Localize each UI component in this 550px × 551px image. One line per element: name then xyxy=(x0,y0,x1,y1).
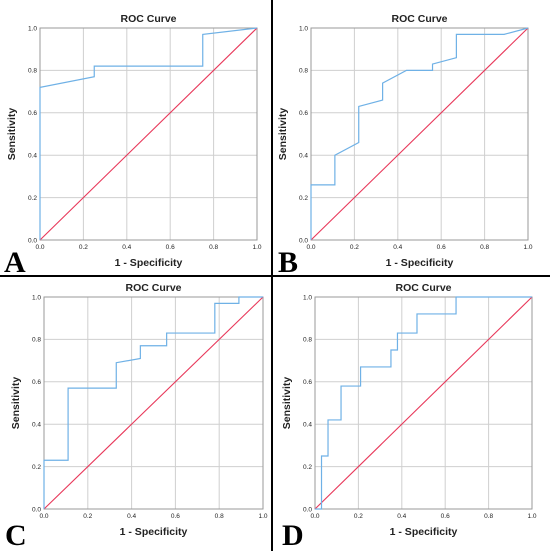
roc-curve-line xyxy=(39,27,258,240)
chart-title: ROC Curve xyxy=(120,13,176,25)
roc-curve-line xyxy=(310,27,529,240)
x-tick-label: 1.0 xyxy=(258,513,267,520)
y-axis-label: Sensitivity xyxy=(6,108,18,161)
chart-title: ROC Curve xyxy=(391,13,447,25)
plot-frame xyxy=(314,296,533,510)
y-tick-label: 0.6 xyxy=(32,379,41,386)
reference-line xyxy=(43,296,264,510)
roc-curve-line xyxy=(315,296,532,510)
y-tick-label: 0.4 xyxy=(299,153,308,160)
plot-frame xyxy=(43,296,264,510)
x-tick-label: 0.6 xyxy=(171,513,180,520)
x-axis-label: 1 - Specificity xyxy=(120,526,188,538)
x-tick-label: 0.0 xyxy=(310,513,319,520)
y-tick-label: 0.0 xyxy=(303,506,312,513)
y-tick-label: 0.2 xyxy=(299,195,308,202)
x-tick-label: 0.4 xyxy=(122,244,131,251)
x-tick-label: 0.2 xyxy=(350,244,359,251)
x-tick-label: 1.0 xyxy=(252,244,261,251)
y-tick-label: 0.4 xyxy=(303,422,312,429)
chart-title: ROC Curve xyxy=(125,282,181,294)
panel-letter: B xyxy=(278,246,298,279)
roc-panel-a: 0.0 0.2 0.4 0.6 0.8 1.0 0.0 0.2 0.4 0.6 0.8 1.0 ROC … xyxy=(4,13,262,279)
panel-letter: D xyxy=(282,519,304,551)
panel-letter: A xyxy=(4,246,26,279)
y-tick-label: 0.2 xyxy=(32,464,41,471)
y-tick-label: 0.0 xyxy=(32,506,41,513)
x-tick-label: 0.8 xyxy=(484,513,493,520)
panel-letter: C xyxy=(5,519,27,551)
y-tick-label: 0.6 xyxy=(303,379,312,386)
y-tick-label: 1.0 xyxy=(28,25,37,32)
roc-panel-b: 0.0 0.2 0.4 0.6 0.8 1.0 0.0 0.2 0.4 0.6 0.8 1.0 ROC … xyxy=(277,13,533,279)
x-tick-label: 1.0 xyxy=(527,513,536,520)
y-axis-label: Sensitivity xyxy=(10,377,22,430)
roc-curve-line xyxy=(43,296,263,509)
x-tick-label: 0.0 xyxy=(39,513,48,520)
x-tick-label: 0.2 xyxy=(354,513,363,520)
reference-line xyxy=(314,296,533,510)
y-tick-label: 0.0 xyxy=(28,237,37,244)
reference-line xyxy=(39,27,258,241)
y-tick-label: 1.0 xyxy=(32,294,41,301)
x-tick-label: 0.0 xyxy=(35,244,44,251)
y-tick-label: 0.6 xyxy=(28,110,37,117)
x-tick-label: 0.8 xyxy=(215,513,224,520)
x-tick-label: 0.4 xyxy=(127,513,136,520)
y-tick-label: 0.8 xyxy=(28,68,37,75)
y-tick-label: 0.8 xyxy=(299,68,308,75)
y-axis-label: Sensitivity xyxy=(281,377,293,430)
x-tick-label: 1.0 xyxy=(523,244,532,251)
x-tick-label: 0.8 xyxy=(480,244,489,251)
x-tick-label: 0.6 xyxy=(166,244,175,251)
y-tick-label: 0.4 xyxy=(32,422,41,429)
x-axis-label: 1 - Specificity xyxy=(115,257,183,269)
x-tick-label: 0.0 xyxy=(306,244,315,251)
y-tick-label: 0.8 xyxy=(32,337,41,344)
y-tick-label: 0.2 xyxy=(28,195,37,202)
x-tick-label: 0.2 xyxy=(79,244,88,251)
y-tick-label: 1.0 xyxy=(303,294,312,301)
x-tick-label: 0.2 xyxy=(83,513,92,520)
y-axis-label: Sensitivity xyxy=(277,108,289,161)
y-tick-label: 1.0 xyxy=(299,25,308,32)
x-tick-label: 0.6 xyxy=(437,244,446,251)
plot-frame xyxy=(310,27,529,241)
roc-panel-d: 0.0 0.2 0.4 0.6 0.8 1.0 0.0 0.2 0.4 0.6 0.8 1.0 ROC … xyxy=(281,282,537,551)
x-axis-label: 1 - Specificity xyxy=(390,526,458,538)
y-tick-label: 0.8 xyxy=(303,337,312,344)
y-tick-label: 0.6 xyxy=(299,110,308,117)
y-tick-label: 0.0 xyxy=(299,237,308,244)
y-tick-label: 0.2 xyxy=(303,464,312,471)
reference-line xyxy=(310,27,529,241)
chart-title: ROC Curve xyxy=(395,282,451,294)
x-tick-label: 0.6 xyxy=(441,513,450,520)
x-tick-label: 0.8 xyxy=(209,244,218,251)
x-axis-label: 1 - Specificity xyxy=(386,257,454,269)
x-tick-label: 0.4 xyxy=(397,513,406,520)
x-tick-label: 0.4 xyxy=(393,244,402,251)
roc-panel-c: 0.0 0.2 0.4 0.6 0.8 1.0 0.0 0.2 0.4 0.6 0.8 1.0 ROC … xyxy=(5,282,268,551)
y-tick-label: 0.4 xyxy=(28,153,37,160)
